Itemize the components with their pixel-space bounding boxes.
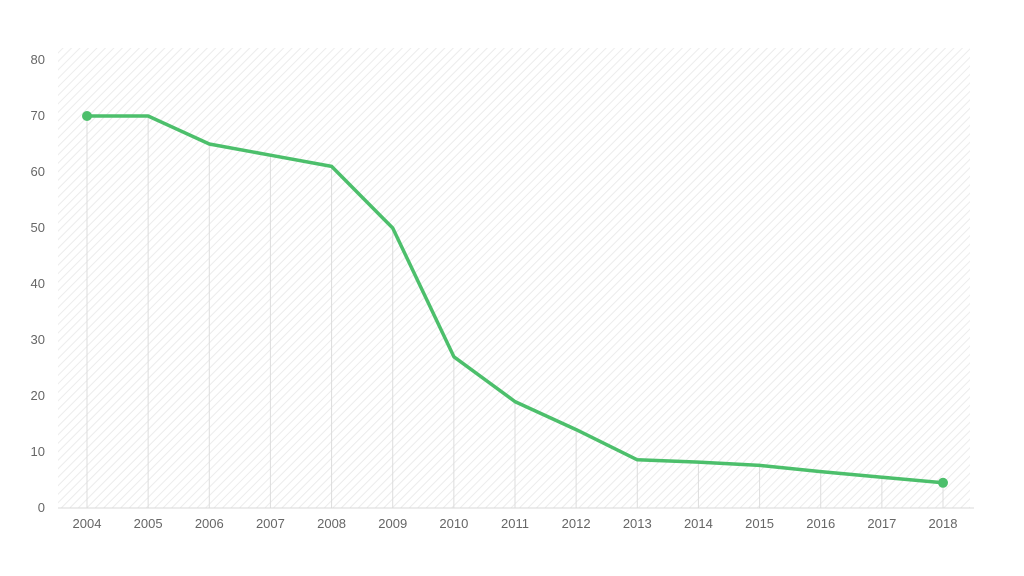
x-tick-label: 2013 [623, 516, 652, 531]
y-tick-label: 0 [38, 500, 45, 515]
x-tick-label: 2015 [745, 516, 774, 531]
x-tick-label: 2016 [806, 516, 835, 531]
y-tick-label: 20 [31, 388, 45, 403]
y-tick-label: 30 [31, 332, 45, 347]
y-tick-label: 60 [31, 164, 45, 179]
x-axis-ticks: 2004 2005 2006 2007 2008 2009 2010 2011 2012 2013… [73, 516, 958, 531]
gridlines [86, 116, 944, 508]
y-tick-label: 10 [31, 444, 45, 459]
x-tick-label: 2008 [317, 516, 346, 531]
series-group [82, 111, 948, 488]
x-tick-label: 2004 [73, 516, 102, 531]
data-point-marker[interactable] [938, 477, 948, 488]
y-tick-label: 50 [31, 220, 45, 235]
x-tick-label: 2007 [256, 516, 285, 531]
x-tick-label: 2018 [929, 516, 958, 531]
x-tick-label: 2012 [562, 516, 591, 531]
plot-background [58, 48, 970, 508]
y-tick-label: 70 [31, 108, 45, 123]
x-tick-label: 2006 [195, 516, 224, 531]
x-tick-label: 2009 [378, 516, 407, 531]
data-point-marker[interactable] [82, 111, 92, 121]
y-tick-label: 40 [31, 276, 45, 291]
y-tick-label: 80 [31, 52, 45, 67]
series-line [85, 114, 945, 485]
y-axis-ticks: 0 10 20 30 40 50 60 70 80 [31, 52, 45, 515]
x-tick-label: 2017 [867, 516, 896, 531]
x-tick-label: 2005 [134, 516, 163, 531]
x-tick-label: 2010 [439, 516, 468, 531]
x-tick-label: 2014 [684, 516, 713, 531]
x-tick-label: 2011 [501, 516, 529, 531]
